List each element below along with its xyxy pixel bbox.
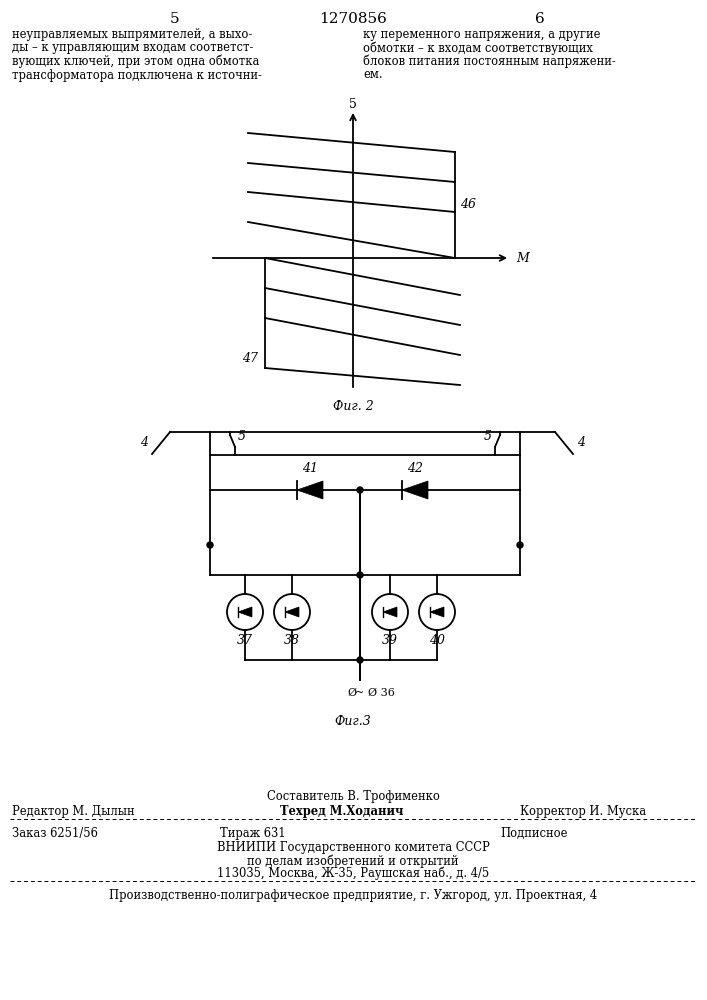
Text: по делам изобретений и открытий: по делам изобретений и открытий — [247, 854, 459, 867]
Circle shape — [357, 657, 363, 663]
Text: Ø: Ø — [347, 688, 356, 698]
Text: Редактор М. Дылын: Редактор М. Дылын — [12, 805, 134, 818]
Text: ку переменного напряжения, а другие: ку переменного напряжения, а другие — [363, 28, 600, 41]
Text: 37: 37 — [237, 634, 253, 647]
Text: 6: 6 — [535, 12, 545, 26]
Text: ВНИИПИ Государственного комитета СССР: ВНИИПИ Государственного комитета СССР — [216, 841, 489, 854]
Text: Заказ 6251/56: Заказ 6251/56 — [12, 827, 98, 840]
Text: Производственно-полиграфическое предприятие, г. Ужгород, ул. Проектная, 4: Производственно-полиграфическое предприя… — [109, 889, 597, 902]
Text: вующих ключей, при этом одна обмотка: вующих ключей, при этом одна обмотка — [12, 55, 259, 68]
Text: 4: 4 — [577, 436, 585, 448]
Circle shape — [207, 542, 213, 548]
Text: трансформатора подключена к источни-: трансформатора подключена к источни- — [12, 68, 262, 82]
Text: Фиг. 2: Фиг. 2 — [332, 400, 373, 413]
Text: Техред М.Ходанич: Техред М.Ходанич — [280, 805, 404, 818]
Text: Составитель В. Трофименко: Составитель В. Трофименко — [267, 790, 440, 803]
Text: 39: 39 — [382, 634, 398, 647]
Text: 47: 47 — [242, 352, 258, 364]
Text: 5: 5 — [238, 430, 246, 444]
Text: 5: 5 — [484, 430, 492, 444]
Text: 4: 4 — [140, 436, 148, 448]
Text: ем.: ем. — [363, 68, 382, 82]
Text: ~: ~ — [356, 688, 365, 698]
Polygon shape — [297, 481, 323, 499]
Text: блоков питания постоянным напряжени-: блоков питания постоянным напряжени- — [363, 55, 616, 68]
Text: 5: 5 — [170, 12, 180, 26]
Circle shape — [517, 542, 523, 548]
Text: 42: 42 — [407, 462, 423, 475]
Text: 5: 5 — [349, 98, 357, 111]
Text: Ø 36: Ø 36 — [368, 688, 395, 698]
Text: Подписное: Подписное — [500, 827, 568, 840]
Polygon shape — [430, 607, 444, 617]
Polygon shape — [402, 481, 428, 499]
Text: обмотки – к входам соответствующих: обмотки – к входам соответствующих — [363, 41, 593, 55]
Text: 41: 41 — [302, 462, 318, 475]
Polygon shape — [285, 607, 299, 617]
Circle shape — [357, 572, 363, 578]
Text: 113035, Москва, Ж-35, Раушская наб., д. 4/5: 113035, Москва, Ж-35, Раушская наб., д. … — [217, 867, 489, 880]
Text: 38: 38 — [284, 634, 300, 647]
Text: Тираж 631: Тираж 631 — [220, 827, 286, 840]
Text: M: M — [516, 251, 529, 264]
Text: Фиг.3: Фиг.3 — [334, 715, 371, 728]
Circle shape — [357, 487, 363, 493]
Text: Корректор И. Муска: Корректор И. Муска — [520, 805, 646, 818]
Polygon shape — [383, 607, 397, 617]
Polygon shape — [238, 607, 252, 617]
Text: 1270856: 1270856 — [319, 12, 387, 26]
Text: 40: 40 — [429, 634, 445, 647]
Text: 46: 46 — [460, 198, 476, 212]
Text: неуправляемых выпрямителей, а выхо-: неуправляемых выпрямителей, а выхо- — [12, 28, 252, 41]
Text: ды – к управляющим входам соответст-: ды – к управляющим входам соответст- — [12, 41, 253, 54]
